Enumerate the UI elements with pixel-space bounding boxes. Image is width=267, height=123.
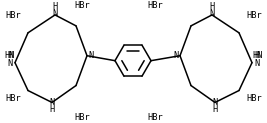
Text: N: N (7, 59, 13, 68)
Text: HBr: HBr (246, 94, 262, 103)
Text: HBr: HBr (147, 1, 163, 10)
Text: HBr: HBr (5, 94, 21, 103)
Text: HBr: HBr (5, 11, 21, 20)
Text: N: N (52, 9, 58, 18)
Text: H: H (254, 51, 260, 60)
Text: H: H (49, 105, 55, 114)
Text: N: N (254, 59, 260, 68)
Text: H: H (212, 105, 218, 114)
Text: H: H (52, 2, 58, 11)
Text: N: N (173, 51, 179, 60)
Text: H: H (7, 51, 13, 60)
Text: H: H (209, 2, 215, 11)
Text: N: N (212, 98, 218, 107)
Text: N: N (209, 9, 215, 18)
Text: HBr: HBr (147, 113, 163, 122)
Text: HN: HN (253, 51, 263, 60)
Text: HN: HN (4, 51, 14, 60)
Text: HBr: HBr (74, 1, 90, 10)
Text: HBr: HBr (246, 11, 262, 20)
Text: HBr: HBr (74, 113, 90, 122)
Text: N: N (88, 51, 94, 60)
Text: N: N (49, 98, 55, 107)
